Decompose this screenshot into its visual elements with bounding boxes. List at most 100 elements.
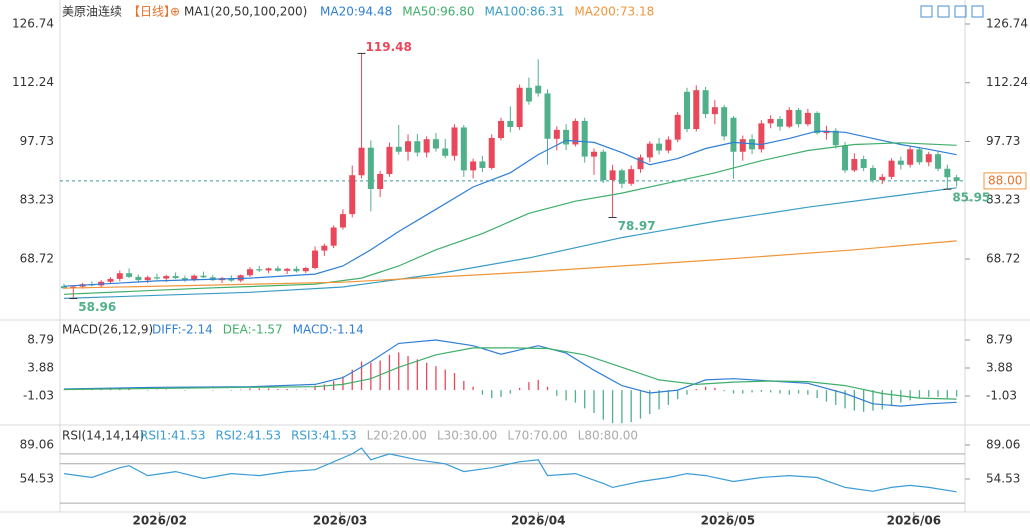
indicator-line bbox=[63, 240, 957, 289]
candle-body bbox=[674, 114, 681, 140]
candle-body bbox=[553, 129, 560, 139]
period-icon[interactable]: ⊕ bbox=[170, 5, 180, 19]
candle-body bbox=[916, 149, 923, 163]
candle-body bbox=[683, 91, 690, 130]
candle-body bbox=[935, 154, 942, 169]
level-label: L20:20.00 bbox=[367, 429, 427, 443]
reset-button[interactable] bbox=[971, 5, 984, 18]
candle-body bbox=[163, 276, 170, 279]
x-tick-label: 2026/02 bbox=[133, 514, 187, 528]
candle-body bbox=[544, 93, 551, 139]
candle-body bbox=[451, 127, 458, 156]
candle-body bbox=[172, 276, 179, 279]
candle-body bbox=[339, 214, 346, 228]
candle-body bbox=[721, 107, 728, 137]
indicator-line bbox=[63, 347, 957, 400]
candle-body bbox=[953, 177, 960, 181]
y-tick-label: 97.73 bbox=[20, 134, 54, 148]
candle-body bbox=[60, 286, 67, 289]
y-tick-label: 112.24 bbox=[12, 75, 54, 89]
indicator-line bbox=[63, 339, 957, 407]
y-tick-label: 3.88 bbox=[27, 360, 54, 374]
candle-body bbox=[888, 160, 895, 177]
candle-body bbox=[869, 167, 876, 181]
candle-body bbox=[377, 174, 384, 190]
zoom-in-button[interactable] bbox=[920, 5, 933, 18]
candle-body bbox=[126, 273, 133, 277]
candle-body bbox=[423, 139, 430, 153]
candle-body bbox=[879, 176, 886, 181]
candle-body bbox=[944, 168, 951, 178]
candle-body bbox=[804, 112, 811, 125]
candle-body bbox=[116, 273, 123, 279]
y-tick-label: 83.23 bbox=[20, 193, 54, 207]
x-tick-label: 2026/03 bbox=[313, 514, 367, 528]
candle-body bbox=[702, 90, 709, 115]
candle-body bbox=[107, 278, 114, 282]
candle-body bbox=[302, 267, 309, 272]
candle-body bbox=[284, 268, 291, 271]
candle-body bbox=[293, 268, 300, 272]
last-price-tag bbox=[983, 172, 1027, 190]
candle-body bbox=[516, 87, 523, 128]
y-tick-label: 97.73 bbox=[986, 134, 1020, 148]
candle-body bbox=[637, 157, 644, 170]
candle-body bbox=[758, 123, 765, 150]
y-tick-label: -1.03 bbox=[986, 388, 1017, 402]
candle-body bbox=[842, 145, 849, 171]
candle-body bbox=[730, 117, 737, 152]
candle-body bbox=[405, 141, 412, 152]
indicator-label: MA1(20,50,100,200) bbox=[184, 5, 307, 19]
candle-body bbox=[432, 139, 439, 149]
low-label: 58.96 bbox=[78, 300, 116, 314]
plot-area bbox=[63, 339, 958, 424]
y-tick-label: 83.23 bbox=[986, 193, 1020, 207]
y-tick-label: 54.53 bbox=[986, 471, 1020, 485]
candle-body bbox=[628, 169, 635, 184]
chart-title: 美原油连续 bbox=[62, 4, 122, 19]
y-tick-label: 68.72 bbox=[20, 251, 54, 265]
candle-body bbox=[256, 269, 263, 271]
candle-body bbox=[135, 276, 142, 281]
candle-body bbox=[814, 112, 821, 134]
legend-entry: MA100:86.31 bbox=[484, 5, 564, 19]
candle-body bbox=[767, 118, 774, 124]
legend-entry: MA200:73.18 bbox=[574, 5, 654, 19]
candle-body bbox=[265, 268, 272, 271]
move-button[interactable] bbox=[954, 5, 967, 18]
toolbar bbox=[920, 5, 984, 18]
legend-entry: DIFF:-2.14 bbox=[152, 323, 213, 337]
y-tick-label: 8.79 bbox=[27, 333, 54, 347]
candle-body bbox=[330, 227, 337, 246]
indicator-line bbox=[63, 187, 957, 299]
period-label[interactable]: 【日线】 bbox=[128, 5, 176, 19]
zoom-out-button[interactable] bbox=[937, 5, 950, 18]
candle-body bbox=[442, 148, 449, 156]
candle-body bbox=[739, 139, 746, 152]
x-tick-label: 2026/06 bbox=[887, 514, 941, 528]
level-label: L70:70.00 bbox=[507, 429, 567, 443]
candle-body bbox=[200, 275, 207, 278]
indicator-line bbox=[63, 130, 957, 287]
level-label: L80:80.00 bbox=[578, 429, 638, 443]
low-label: 85.95 bbox=[952, 191, 990, 205]
y-tick-label: 126.74 bbox=[12, 17, 54, 31]
candle-body bbox=[860, 159, 867, 168]
candle-body bbox=[246, 269, 253, 276]
rsi-title: RSI(14,14,14) bbox=[62, 429, 144, 443]
candle-body bbox=[395, 146, 402, 152]
candle-body bbox=[367, 147, 374, 190]
indicator-line bbox=[63, 142, 957, 295]
y-tick-label: 8.79 bbox=[986, 333, 1013, 347]
y-tick-label: 112.24 bbox=[986, 75, 1028, 89]
candle-body bbox=[851, 159, 858, 171]
candle-body bbox=[153, 277, 160, 279]
legend-entry: DEA:-1.57 bbox=[223, 323, 283, 337]
plot-area bbox=[60, 447, 965, 504]
candle-body bbox=[618, 170, 625, 184]
candle-body bbox=[144, 277, 151, 281]
candle-body bbox=[711, 107, 718, 115]
legend-entry: RSI3:41.53 bbox=[291, 429, 357, 443]
